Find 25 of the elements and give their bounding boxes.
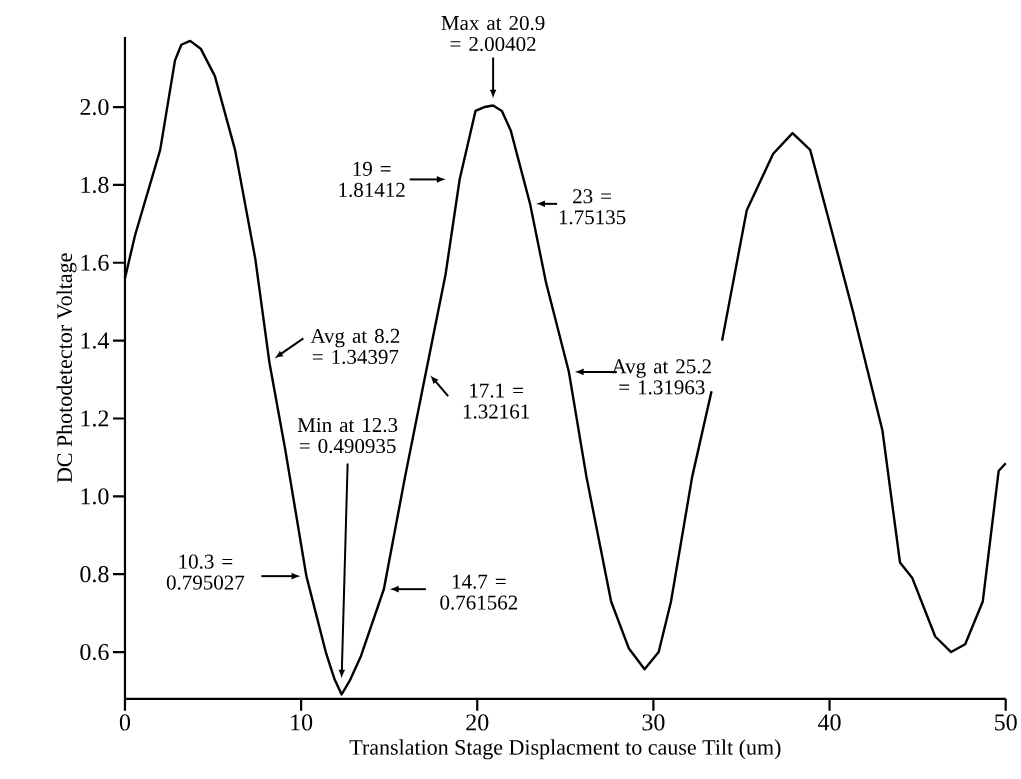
y-tick-label: 1.8 [81,176,109,194]
x-tick-label: 40 [818,714,841,731]
x-tick-label: 10 [291,714,313,731]
y-tick-label: 1.2 [81,410,109,427]
y-axis-title: DC Photodetector Voltage [56,253,77,483]
annotation: 23 = 1.75135 [559,189,626,225]
annotation: Avg at 8.2 = 1.34397 [310,328,400,365]
annotation: 10.3 = 0.795027 [166,554,245,590]
x-tick-label: 0 [119,714,131,731]
y-tick-label: 1.4 [81,332,110,349]
y-tick-label: 0.8 [80,566,109,583]
annotation: 14.7 = 0.761562 [440,574,518,610]
annotation: Avg at 25.2 = 1.31963 [611,359,711,395]
y-tick-label: 1.6 [81,254,109,272]
x-tick-label: 30 [642,714,665,731]
x-tick-label: 50 [995,714,1017,731]
y-tick-label: 1.0 [81,488,109,505]
annotation: 19 = 1.81412 [339,161,405,198]
annotation: Max at 20.9 = 2.00402 [441,16,545,52]
annotation: 17.1 = 1.32161 [463,383,529,419]
annotation: Min at 12.3 = 0.490935 [297,418,398,454]
y-tick-label: 2.0 [80,99,109,116]
x-axis-title: Translation Stage Displacment to cause Tilt (um) [349,739,781,760]
x-tick-label: 20 [466,714,489,731]
y-tick-label: 0.6 [80,644,109,661]
